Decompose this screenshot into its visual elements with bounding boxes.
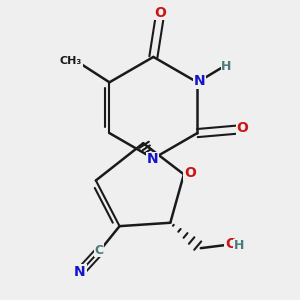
Text: O: O [225,237,237,251]
Text: CH₃: CH₃ [60,56,82,66]
Text: N: N [194,74,205,88]
Text: O: O [184,167,196,180]
Text: C: C [94,244,104,257]
Text: H: H [234,239,244,252]
Text: O: O [236,121,248,135]
Text: O: O [154,6,166,20]
Text: H: H [221,60,232,73]
Text: N: N [147,152,158,167]
Text: N: N [74,265,86,279]
